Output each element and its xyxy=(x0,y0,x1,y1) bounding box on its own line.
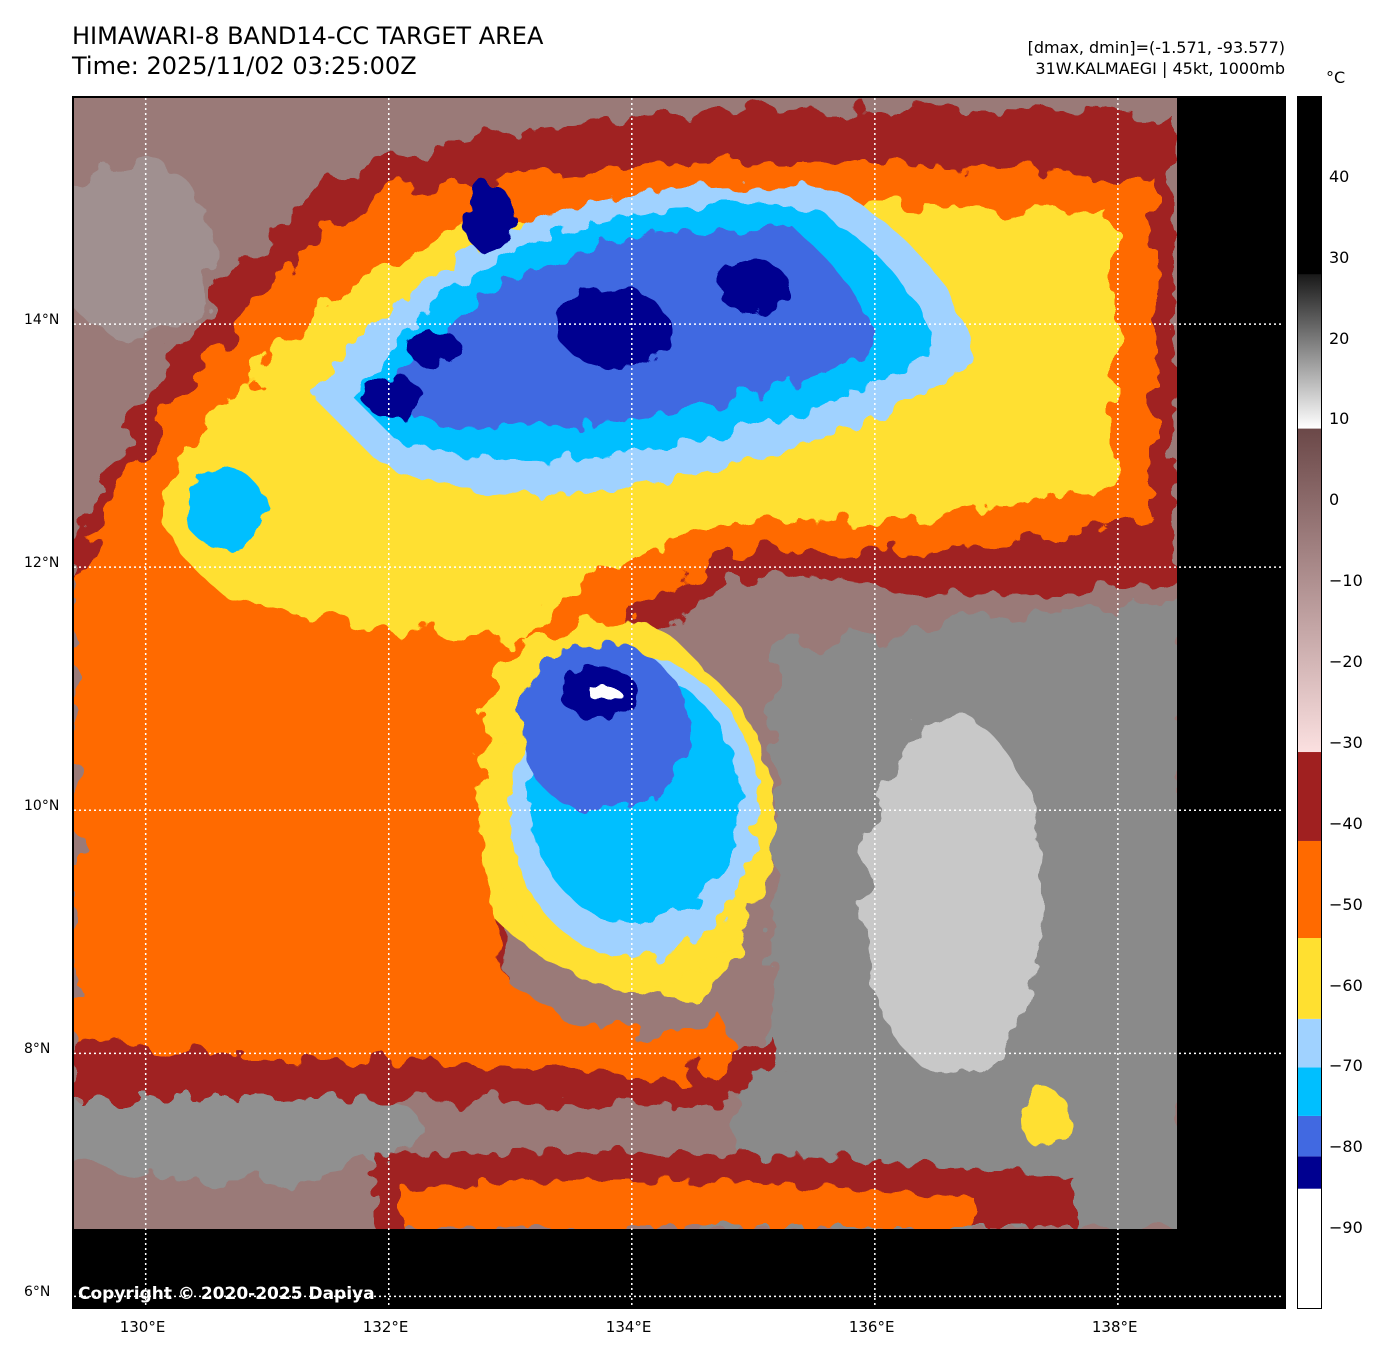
colorbar-tick-label: −40 xyxy=(1329,813,1363,833)
lat-tick-label: 14°N xyxy=(24,312,60,329)
no-data-region xyxy=(1177,98,1284,1307)
gridlines xyxy=(74,98,1284,1307)
colorbar-tick-label: −10 xyxy=(1329,571,1363,591)
lon-tick-label: 136°E xyxy=(848,1318,895,1336)
chart-time: Time: 2025/11/02 03:25:00Z xyxy=(72,52,417,80)
colorbar-segment xyxy=(1298,1156,1321,1189)
small-convection xyxy=(184,468,264,548)
lat-tick-label: 6°N xyxy=(24,1284,51,1301)
colorbar-segment xyxy=(1298,1188,1321,1308)
clear-region xyxy=(74,1078,424,1178)
colorbar-tick-label: 0 xyxy=(1329,490,1340,510)
lon-tick-label: 132°E xyxy=(362,1318,409,1336)
colorbar-segment xyxy=(1298,1018,1321,1068)
colorbar-tick-label: −80 xyxy=(1329,1137,1363,1157)
lat-tick-label: 12°N xyxy=(24,555,60,572)
lon-tick-label: 138°E xyxy=(1091,1318,1138,1336)
satellite-map xyxy=(72,96,1286,1309)
colorbar-segment xyxy=(1298,752,1321,841)
colorbar-tick-label: −90 xyxy=(1329,1218,1363,1238)
colorbar-tick-label: 10 xyxy=(1329,409,1350,429)
upper-convection-navy xyxy=(719,260,789,316)
clear-region xyxy=(74,158,214,338)
colorbar-tick-label: −50 xyxy=(1329,894,1363,914)
colorbar xyxy=(1297,96,1322,1309)
colorbar-tick-label: 30 xyxy=(1329,247,1350,267)
colorbar-segment xyxy=(1298,840,1321,939)
lat-tick-label: 8°N xyxy=(24,1041,51,1058)
colorbar-tick-label: 20 xyxy=(1329,328,1350,348)
colorbar-tick-label: −20 xyxy=(1329,652,1363,672)
copyright-text: Copyright © 2020-2025 Dapiya xyxy=(78,1284,375,1304)
small-convection xyxy=(1019,1088,1069,1148)
chart-title: HIMAWARI-8 BAND14-CC TARGET AREA xyxy=(72,22,544,50)
no-data-region xyxy=(74,1229,1284,1307)
colorbar-segment xyxy=(1298,1067,1321,1116)
southern-band xyxy=(404,1180,974,1228)
colorbar-segment xyxy=(1298,274,1321,429)
colorbar-tick-label: −60 xyxy=(1329,975,1363,995)
colorbar-tick-label: −70 xyxy=(1329,1056,1363,1076)
upper-convection-navy xyxy=(409,328,459,368)
lon-tick-label: 130°E xyxy=(119,1318,166,1336)
colorbar-unit: °C xyxy=(1326,68,1346,87)
upper-convection-navy xyxy=(464,183,514,253)
colorbar-segment xyxy=(1298,938,1321,1019)
storm-info: 31W.KALMAEGI | 45kt, 1000mb xyxy=(1035,59,1285,78)
lon-tick-label: 134°E xyxy=(605,1318,652,1336)
colorbar-tick-label: 40 xyxy=(1329,166,1350,186)
upper-convection-navy xyxy=(364,378,424,418)
dmax-dmin: [dmax, dmin]=(-1.571, -93.577) xyxy=(1027,38,1285,57)
satellite-imagery xyxy=(74,98,1284,1307)
colorbar-segment xyxy=(1298,97,1321,275)
colorbar-tick-label: −30 xyxy=(1329,732,1363,752)
coldest-tops xyxy=(588,685,620,701)
colorbar-segment xyxy=(1298,428,1321,753)
lat-tick-label: 10°N xyxy=(24,798,60,815)
clear-region xyxy=(864,718,1044,1078)
upper-convection-navy xyxy=(559,288,669,368)
colorbar-segment xyxy=(1298,1115,1321,1157)
